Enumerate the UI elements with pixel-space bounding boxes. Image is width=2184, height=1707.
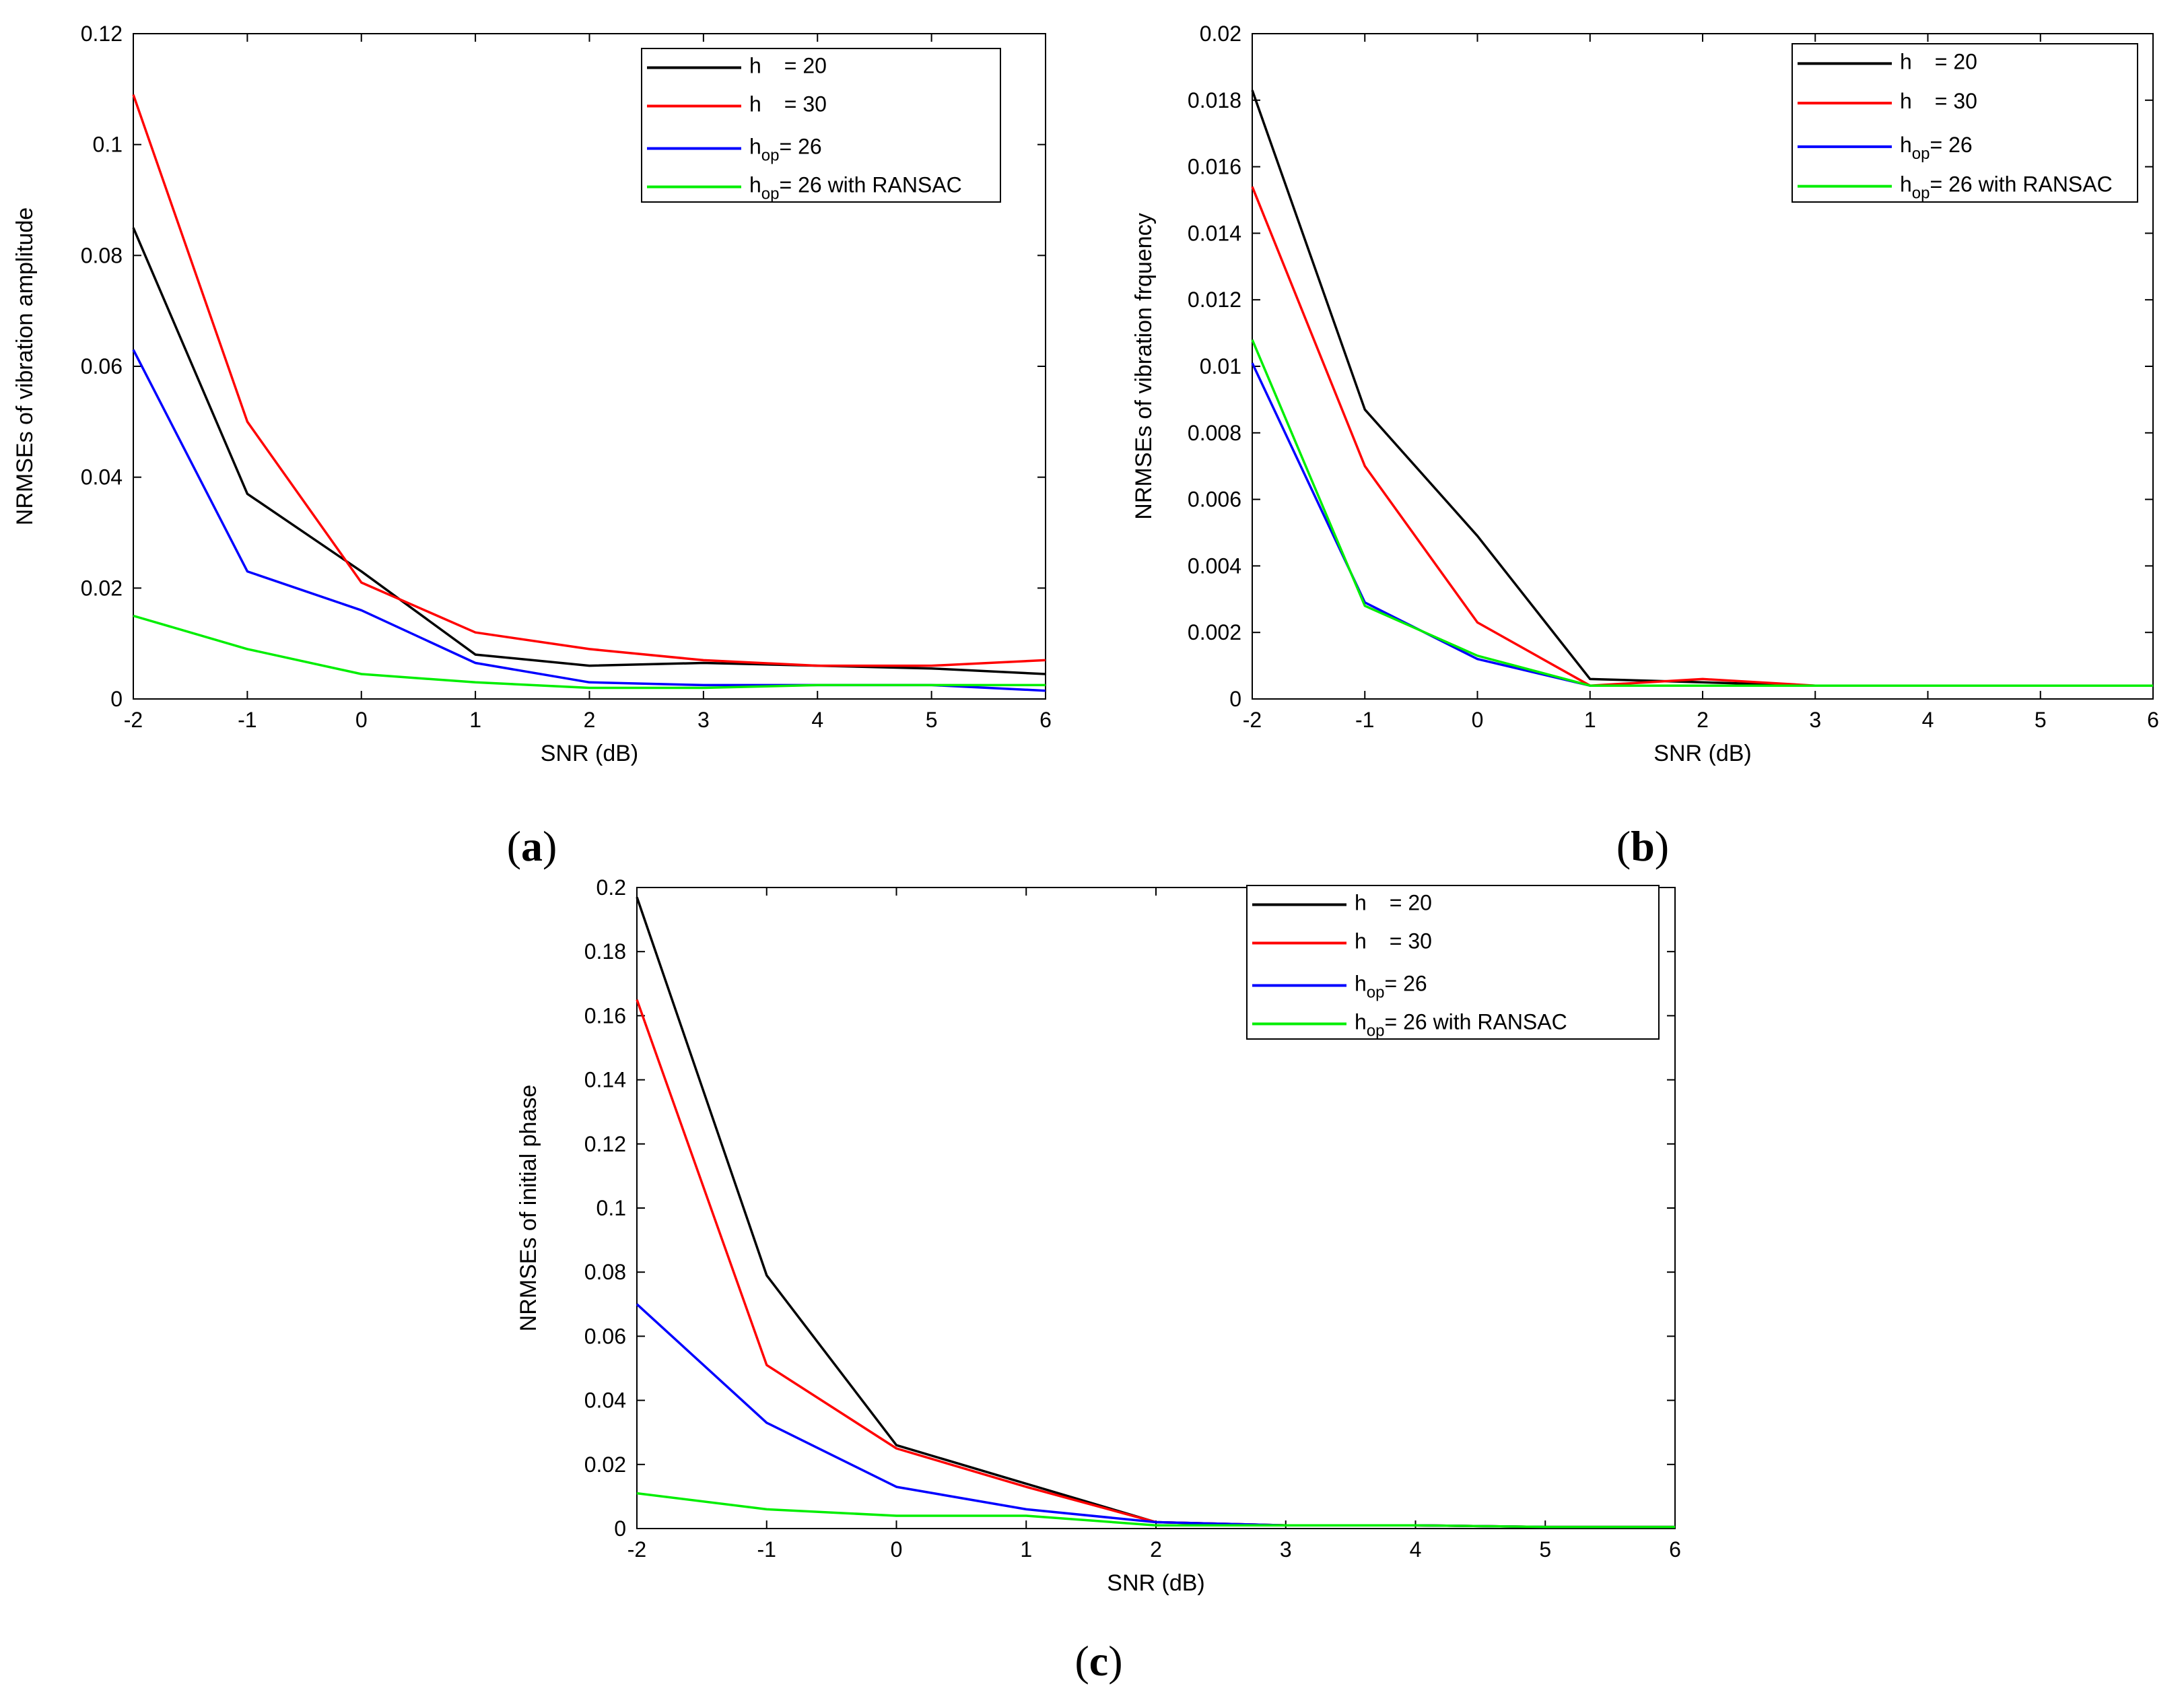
x-tick-label: 3 bbox=[697, 708, 710, 732]
x-axis-label: SNR (dB) bbox=[1653, 741, 1751, 766]
y-tick-label: 0.1 bbox=[596, 1196, 626, 1220]
y-tick-label: 0.002 bbox=[1188, 620, 1241, 644]
y-axis-label: NRMSEs of vibration amplitude bbox=[12, 207, 38, 525]
x-tick-label: 4 bbox=[1410, 1537, 1422, 1562]
legend-box bbox=[1791, 43, 2138, 203]
legend-label: hop= 26 with RANSAC bbox=[1900, 172, 2113, 203]
y-tick-label: 0 bbox=[1229, 687, 1241, 711]
y-tick-label: 0.04 bbox=[584, 1388, 626, 1413]
y-tick-label: 0.016 bbox=[1188, 155, 1241, 179]
y-tick-label: 0.012 bbox=[1188, 288, 1241, 312]
series-line bbox=[636, 1303, 1675, 1529]
legend-label: h = 30 bbox=[1900, 89, 1977, 113]
x-tick-label: 3 bbox=[1280, 1537, 1292, 1562]
legend-label: h = 30 bbox=[1355, 929, 1432, 953]
panel-caption: (c) bbox=[1074, 1637, 1122, 1685]
x-tick-label: 0 bbox=[1472, 708, 1484, 732]
legend-label: h = 20 bbox=[1900, 49, 1977, 73]
panel-caption: (b) bbox=[1616, 822, 1669, 870]
y-tick-label: 0.16 bbox=[584, 1003, 626, 1028]
x-tick-label: -2 bbox=[627, 1537, 646, 1562]
y-tick-label: 0.12 bbox=[81, 22, 123, 46]
y-tick-label: 0.06 bbox=[584, 1324, 626, 1348]
series-line bbox=[132, 94, 1046, 667]
series-line bbox=[636, 999, 1675, 1529]
x-tick-label: 6 bbox=[1039, 708, 1052, 732]
x-tick-label: 0 bbox=[891, 1537, 903, 1562]
legend-label: h = 20 bbox=[749, 54, 827, 78]
x-axis-label: SNR (dB) bbox=[1107, 1570, 1204, 1596]
y-tick-label: 0.1 bbox=[93, 133, 123, 157]
x-tick-label: -1 bbox=[757, 1537, 776, 1562]
legend-label: hop= 26 bbox=[749, 135, 822, 165]
chart-a: -2 -1 0 1 2 3 4 5 6 0 0.02 0.04 0.06 0.08 0.1 0.12 SNR (… bbox=[12, 22, 1052, 870]
x-tick-label: 0 bbox=[355, 708, 368, 732]
x-axis-label: SNR (dB) bbox=[541, 741, 638, 766]
series-line bbox=[132, 227, 1046, 675]
series-line bbox=[1251, 339, 2153, 687]
y-tick-label: 0.08 bbox=[81, 243, 123, 267]
chart-c: -2 -1 0 1 2 3 4 5 6 0 0.02 0.04 0.06 0.08 0.1 0.12 0.14 0… bbox=[516, 875, 1681, 1685]
x-tick-label: 6 bbox=[1669, 1537, 1681, 1562]
y-tick-label: 0 bbox=[614, 1516, 626, 1541]
x-tick-label: 1 bbox=[1584, 708, 1596, 732]
y-tick-label: 0.06 bbox=[81, 354, 123, 378]
x-tick-label: 4 bbox=[1922, 708, 1934, 732]
y-tick-label: 0.008 bbox=[1188, 421, 1241, 445]
legend-label: hop= 26 with RANSAC bbox=[749, 173, 962, 203]
y-tick-label: 0.2 bbox=[596, 875, 626, 900]
legend-label: hop= 26 bbox=[1355, 972, 1427, 1002]
x-tick-label: 4 bbox=[811, 708, 823, 732]
x-tick-label: 5 bbox=[1539, 1537, 1551, 1562]
legend-label: hop= 26 bbox=[1900, 133, 1973, 163]
x-tick-label: 1 bbox=[1020, 1537, 1032, 1562]
y-tick-label: 0.02 bbox=[81, 576, 123, 600]
x-tick-label: -2 bbox=[1243, 708, 1262, 732]
legend-label: h = 30 bbox=[749, 92, 827, 116]
y-axis-label: NRMSEs of vibration frquency bbox=[1131, 213, 1157, 519]
x-tick-label: -1 bbox=[1355, 708, 1374, 732]
legend-box bbox=[1246, 885, 1660, 1040]
series-line bbox=[1251, 362, 2153, 687]
legend-label: hop= 26 with RANSAC bbox=[1355, 1010, 1567, 1040]
series-line bbox=[636, 1492, 1675, 1529]
series-line bbox=[133, 614, 1046, 690]
x-tick-label: 2 bbox=[1150, 1537, 1162, 1562]
y-tick-label: 0.01 bbox=[1200, 354, 1241, 378]
x-tick-label: 2 bbox=[584, 708, 596, 732]
x-tick-label: -1 bbox=[238, 708, 257, 732]
y-tick-label: 0.18 bbox=[584, 939, 626, 964]
y-tick-label: 0.12 bbox=[584, 1132, 626, 1156]
chart-b: -2 -1 0 1 2 3 4 5 6 0 0.002 0.004 0.006 0.008 0.01 0.01… bbox=[1131, 22, 2159, 870]
legend-label: h = 20 bbox=[1355, 891, 1432, 915]
y-tick-label: 0.02 bbox=[584, 1452, 626, 1477]
y-tick-label: 0.004 bbox=[1188, 554, 1241, 578]
y-tick-label: 0.02 bbox=[1200, 22, 1241, 46]
y-tick-label: 0.14 bbox=[584, 1068, 626, 1092]
x-tick-label: -2 bbox=[124, 708, 143, 732]
x-tick-label: 2 bbox=[1697, 708, 1709, 732]
x-tick-label: 5 bbox=[926, 708, 938, 732]
y-tick-label: 0.018 bbox=[1188, 88, 1241, 112]
y-axis-label: NRMSEs of initial phase bbox=[516, 1085, 541, 1332]
y-tick-label: 0.08 bbox=[584, 1260, 626, 1284]
x-tick-label: 5 bbox=[2035, 708, 2047, 732]
y-tick-label: 0.04 bbox=[81, 465, 123, 490]
x-tick-label: 1 bbox=[469, 708, 481, 732]
x-tick-label: 3 bbox=[1809, 708, 1821, 732]
series-line bbox=[132, 349, 1046, 692]
y-tick-label: 0 bbox=[110, 687, 123, 711]
y-tick-label: 0.014 bbox=[1188, 221, 1241, 245]
panel-caption: (a) bbox=[507, 822, 557, 870]
x-tick-label: 6 bbox=[2147, 708, 2159, 732]
y-tick-label: 0.006 bbox=[1188, 488, 1241, 512]
legend-box bbox=[641, 48, 1001, 203]
